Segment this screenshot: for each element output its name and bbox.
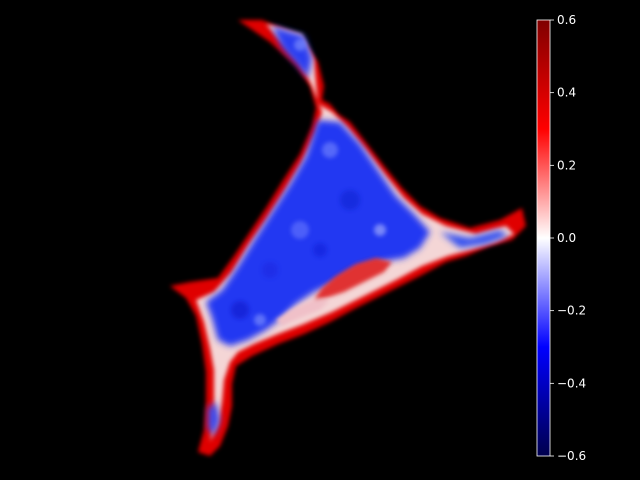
cell-inner-red-streak xyxy=(276,258,392,326)
cell-blue-interior xyxy=(206,26,508,436)
colorbar-tick-label: 0.0 xyxy=(557,231,576,245)
colorbar-ticks: 0.6 0.4 0.2 0.0 −0.2 −0.4 −0.6 xyxy=(550,13,586,463)
colorbar-tick-label: −0.2 xyxy=(557,304,586,318)
colorbar-tick-label: −0.6 xyxy=(557,449,586,463)
colorbar-tick-label: 0.4 xyxy=(557,86,576,100)
cell-texture xyxy=(231,39,386,326)
heatmap-image xyxy=(170,20,526,456)
colorbar-tick-label: 0.2 xyxy=(557,158,576,172)
colorbar-tick-label: −0.4 xyxy=(557,376,586,390)
colorbar-gradient xyxy=(537,20,550,456)
colorbar-tick-label: 0.6 xyxy=(557,13,576,27)
colorbar: 0.6 0.4 0.2 0.0 −0.2 −0.4 −0.6 xyxy=(536,13,586,463)
